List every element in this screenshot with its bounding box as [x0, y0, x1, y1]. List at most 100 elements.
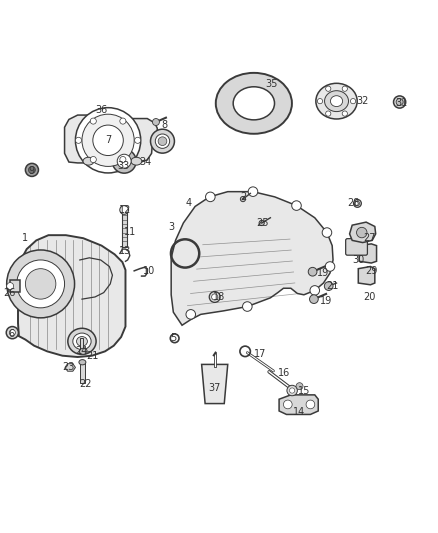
Ellipse shape [77, 336, 88, 346]
Text: 21: 21 [326, 281, 339, 291]
Circle shape [306, 400, 315, 409]
Polygon shape [201, 365, 228, 403]
Polygon shape [65, 364, 75, 371]
Circle shape [120, 206, 128, 214]
Ellipse shape [353, 199, 361, 207]
Ellipse shape [158, 137, 167, 146]
Text: 2: 2 [240, 192, 246, 202]
Text: 11: 11 [124, 227, 136, 237]
Ellipse shape [151, 129, 174, 153]
Ellipse shape [28, 166, 35, 173]
Text: 29: 29 [365, 266, 378, 276]
Circle shape [292, 201, 301, 211]
Text: 16: 16 [278, 368, 290, 378]
Text: 15: 15 [298, 385, 310, 395]
Ellipse shape [393, 96, 406, 108]
Polygon shape [279, 395, 318, 415]
Circle shape [25, 269, 56, 299]
Text: 36: 36 [95, 105, 108, 115]
Ellipse shape [79, 360, 86, 365]
Text: 4: 4 [186, 198, 192, 208]
Text: 17: 17 [254, 349, 267, 359]
Circle shape [325, 282, 333, 290]
Circle shape [357, 228, 367, 238]
Text: 20: 20 [363, 292, 375, 302]
Circle shape [290, 388, 295, 393]
Circle shape [283, 400, 292, 409]
Text: 5: 5 [170, 333, 177, 343]
Text: 23: 23 [63, 362, 75, 373]
Text: 31: 31 [396, 98, 408, 108]
Bar [122, 211, 127, 247]
Text: 34: 34 [139, 157, 151, 167]
Ellipse shape [117, 154, 131, 168]
Bar [80, 362, 85, 383]
FancyBboxPatch shape [346, 239, 367, 255]
Polygon shape [350, 222, 376, 243]
Text: 1: 1 [22, 233, 28, 243]
Circle shape [308, 268, 317, 276]
Circle shape [322, 228, 332, 237]
Circle shape [296, 383, 303, 390]
Ellipse shape [73, 333, 91, 350]
Circle shape [17, 260, 64, 308]
Polygon shape [171, 192, 333, 325]
Text: 9: 9 [28, 166, 34, 176]
Circle shape [7, 282, 14, 289]
Text: 35: 35 [265, 79, 277, 88]
Polygon shape [18, 235, 125, 357]
Text: 10: 10 [143, 266, 155, 276]
Text: 19: 19 [320, 296, 332, 306]
Text: 22: 22 [79, 379, 91, 389]
Text: 21: 21 [87, 351, 99, 361]
Circle shape [248, 187, 258, 197]
Ellipse shape [316, 83, 357, 119]
Circle shape [9, 329, 15, 336]
Circle shape [310, 295, 318, 303]
Circle shape [75, 138, 81, 143]
Text: 13: 13 [120, 246, 131, 256]
Text: 14: 14 [293, 407, 306, 417]
Polygon shape [64, 115, 157, 163]
Text: 18: 18 [213, 292, 225, 302]
Ellipse shape [212, 294, 218, 300]
Ellipse shape [209, 292, 220, 302]
Circle shape [75, 108, 141, 173]
Circle shape [6, 327, 18, 339]
Polygon shape [359, 244, 377, 263]
Circle shape [318, 99, 323, 104]
Text: 6: 6 [8, 329, 14, 339]
Polygon shape [358, 266, 375, 285]
Circle shape [205, 192, 215, 201]
Circle shape [325, 86, 331, 91]
Text: 33: 33 [117, 161, 130, 172]
Ellipse shape [155, 134, 170, 148]
Ellipse shape [396, 99, 403, 106]
Text: 7: 7 [105, 135, 111, 146]
Circle shape [134, 138, 141, 143]
Ellipse shape [68, 328, 96, 354]
Ellipse shape [112, 149, 136, 173]
Ellipse shape [79, 348, 87, 354]
Text: 12: 12 [119, 205, 132, 215]
Polygon shape [10, 280, 20, 292]
Text: 19: 19 [318, 268, 330, 278]
Circle shape [7, 250, 74, 318]
Ellipse shape [330, 96, 343, 107]
Text: 28: 28 [348, 198, 360, 208]
Text: 25: 25 [256, 218, 269, 228]
Ellipse shape [216, 73, 292, 134]
Text: 8: 8 [162, 120, 168, 130]
Ellipse shape [325, 91, 349, 111]
Circle shape [325, 111, 331, 116]
Circle shape [120, 157, 126, 163]
Circle shape [152, 118, 159, 125]
Circle shape [186, 310, 195, 319]
Text: 3: 3 [168, 222, 174, 232]
Circle shape [310, 286, 320, 295]
Ellipse shape [131, 157, 142, 165]
Circle shape [342, 86, 347, 91]
Circle shape [350, 99, 356, 104]
Text: 24: 24 [75, 346, 87, 357]
Bar [80, 338, 83, 349]
